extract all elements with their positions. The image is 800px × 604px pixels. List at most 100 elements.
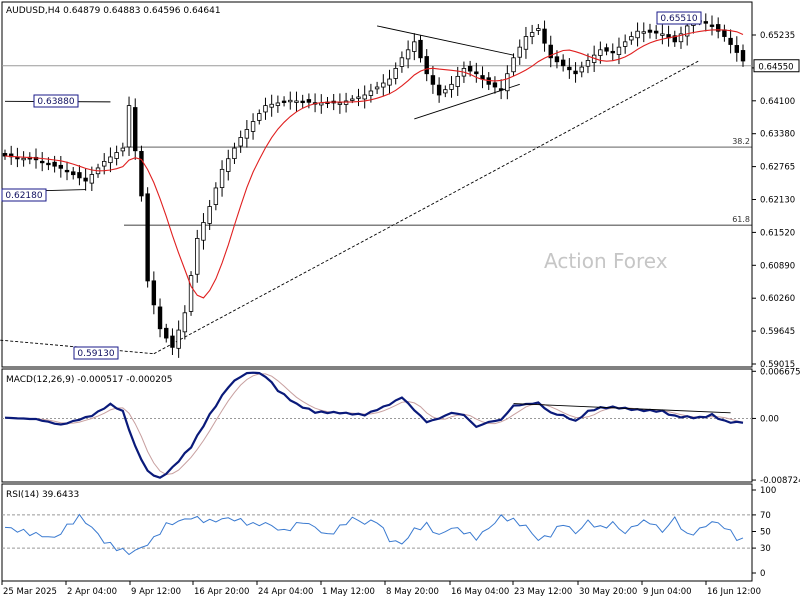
candle-body	[480, 75, 485, 80]
candle-body	[294, 100, 299, 103]
price-label-box	[656, 11, 702, 25]
x-axis-tick-label: 16 Jun 12:00	[707, 587, 761, 597]
fib-level-label: 38.2	[732, 137, 750, 146]
candle-body	[207, 206, 212, 224]
candle-body	[145, 193, 150, 282]
candle-body	[170, 335, 175, 348]
candle-body	[678, 33, 684, 43]
x-axis-tick-label: 8 May 20:00	[386, 587, 439, 597]
macd-y-tick-label: -0.008724	[760, 476, 800, 486]
candle-body	[709, 24, 715, 27]
candle-body	[585, 60, 591, 67]
price-y-tick-label: 0.63380	[760, 130, 795, 140]
candle-body	[102, 160, 107, 167]
candle-body	[405, 49, 411, 60]
candle-body	[188, 275, 194, 312]
candle-body	[498, 88, 504, 91]
candle-body	[89, 174, 95, 184]
candle-body	[219, 168, 225, 188]
candle-body	[343, 100, 349, 105]
price-y-tick-label: 0.59645	[760, 327, 795, 337]
candle-body	[21, 157, 26, 161]
candle-body	[350, 98, 355, 101]
moving-average-line	[4, 29, 744, 299]
candle-body	[418, 39, 423, 59]
candle-body	[164, 327, 169, 339]
price-y-tick-label: 0.64100	[760, 97, 795, 107]
rsi-line	[4, 513, 744, 556]
x-axis-tick-label: 25 Mar 2025	[3, 587, 57, 597]
candle-body	[474, 71, 479, 75]
rsi-y-tick-label: 50	[760, 528, 771, 538]
candle-body	[238, 137, 243, 147]
candle-body	[728, 37, 733, 45]
candle-body	[505, 73, 510, 92]
price-pane-frame	[1, 1, 753, 368]
candle-body	[306, 99, 312, 103]
candle-body	[213, 187, 219, 205]
watermark-text: Action Forex	[544, 249, 668, 273]
candle-body	[467, 65, 473, 72]
current-price-label: 0.64550	[758, 62, 793, 72]
candle-body	[120, 147, 126, 152]
candle-body	[201, 222, 206, 241]
candle-body	[492, 82, 498, 88]
x-axis-tick-label: 24 Apr 04:00	[258, 587, 313, 597]
candle-body	[399, 57, 405, 67]
candle-body	[660, 33, 665, 36]
candle-body	[77, 172, 82, 179]
candle-body	[288, 99, 293, 103]
candle-body	[604, 47, 609, 52]
trendline	[377, 25, 514, 56]
candle-body	[536, 28, 541, 31]
candle-body	[579, 66, 584, 73]
candle-body	[635, 30, 640, 39]
candle-body	[368, 90, 374, 96]
candle-body	[523, 36, 529, 50]
x-axis-tick-label: 9 Jun 04:00	[643, 587, 692, 597]
candle-body	[573, 70, 578, 75]
price-label-box	[73, 346, 119, 360]
candle-body	[263, 105, 268, 113]
candle-body	[443, 89, 448, 94]
candle-body	[511, 57, 516, 73]
candle-body	[46, 162, 51, 166]
rsi-y-tick-label: 30	[760, 544, 771, 554]
candle-body	[529, 32, 535, 37]
candle-body	[567, 66, 572, 71]
price-label-text: 0.63880	[37, 97, 74, 107]
candle-body	[64, 169, 70, 173]
candle-body	[616, 46, 622, 55]
candle-body	[269, 103, 274, 108]
price-y-tick-label: 0.61520	[760, 228, 795, 238]
candle-body	[226, 158, 231, 172]
candle-body	[114, 152, 119, 159]
candle-body	[71, 171, 76, 176]
candle-body	[560, 59, 566, 67]
candle-body	[647, 29, 653, 33]
candle-body	[108, 156, 113, 164]
candle-body	[58, 164, 64, 169]
candle-body	[151, 280, 157, 306]
x-axis-tick-label: 9 Apr 12:00	[131, 587, 181, 597]
x-axis-tick-label: 1 May 12:00	[322, 587, 375, 597]
candle-body	[300, 100, 305, 104]
candle-body	[195, 238, 200, 275]
candle-body	[15, 156, 20, 160]
rsi-pane-frame	[1, 483, 753, 582]
macd-trendline	[513, 403, 731, 414]
rsi-y-tick-label: 0	[760, 569, 765, 579]
candle-body	[455, 75, 460, 87]
candle-body	[436, 84, 442, 96]
candle-body	[734, 45, 739, 53]
macd-header-text: MACD(12,26,9) -0.000517 -0.000205	[6, 375, 172, 385]
candle-body	[629, 36, 634, 41]
candle-body	[393, 68, 398, 79]
fib-level-label: 61.8	[732, 215, 750, 224]
candle-body	[722, 29, 727, 37]
candle-body	[641, 31, 646, 34]
candle-body	[374, 86, 380, 90]
price-label-box	[33, 94, 79, 108]
